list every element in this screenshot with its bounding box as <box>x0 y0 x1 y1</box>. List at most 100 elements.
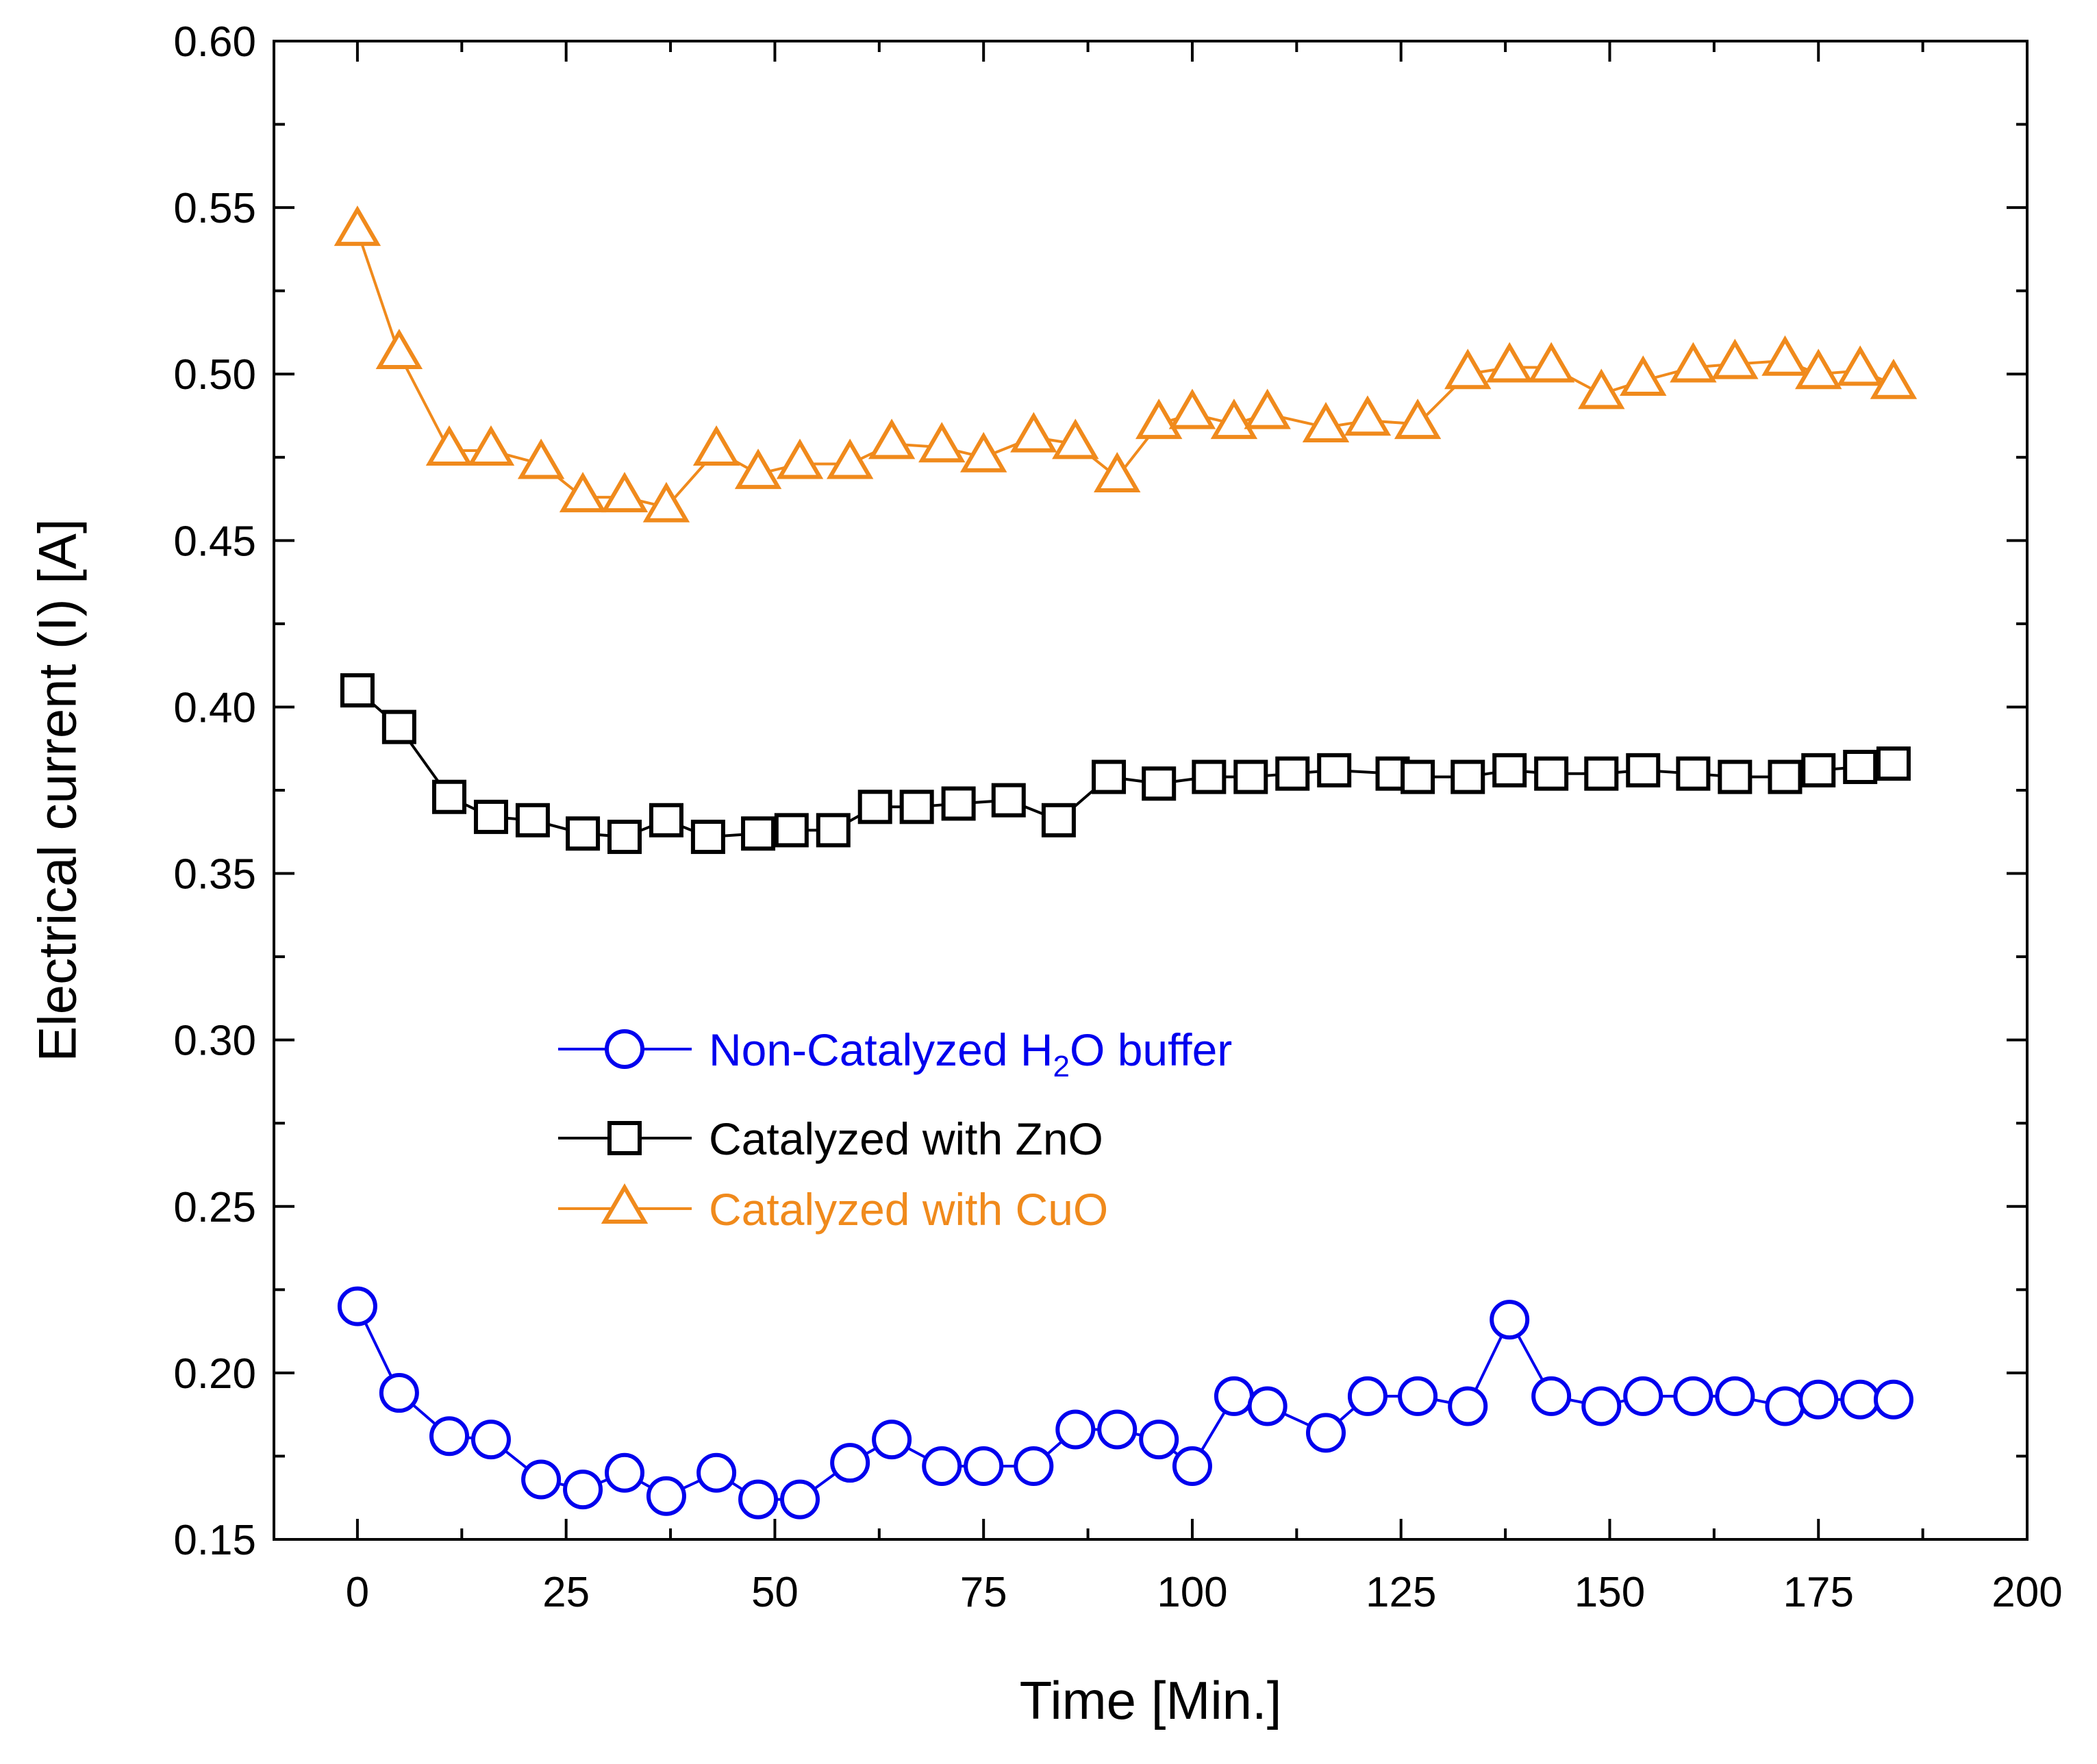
series-square <box>340 673 1911 855</box>
ticks-layer: 0 25 50 75 100 125 150 175 200 0.15 0.20 0.25 0.30 0.… <box>173 18 2062 1616</box>
data-point <box>1210 399 1258 440</box>
data-point <box>1623 1376 1663 1416</box>
data-point <box>1581 1386 1622 1426</box>
x-tick-label: 50 <box>751 1569 799 1616</box>
data-point <box>1010 412 1057 453</box>
data-point <box>1394 399 1442 440</box>
data-point <box>1233 759 1268 794</box>
data-point <box>1142 766 1177 801</box>
data-point <box>517 438 565 479</box>
legend-label: Non-Catalyzed H2O buffer <box>709 1024 1232 1083</box>
data-point <box>774 813 809 848</box>
data-point <box>379 1373 419 1413</box>
x-axis-title: Time [Min.] <box>1020 1670 1282 1730</box>
legend-label: Catalyzed with CuO <box>709 1184 1108 1235</box>
data-point <box>375 329 423 370</box>
data-point <box>1448 1386 1488 1426</box>
legend-marker <box>601 1183 649 1224</box>
data-point <box>1795 349 1842 390</box>
data-point <box>991 783 1026 818</box>
data-point <box>340 673 375 708</box>
data-point <box>1531 1376 1572 1416</box>
series-triangle <box>334 205 1918 522</box>
y-tick-label: 0.60 <box>173 18 256 66</box>
data-point <box>1765 1386 1805 1426</box>
data-point <box>1626 753 1661 788</box>
data-point <box>899 790 934 824</box>
data-point <box>738 1479 779 1520</box>
x-tick-label: 200 <box>1992 1569 2062 1616</box>
data-point <box>334 205 381 247</box>
data-point <box>563 1470 603 1510</box>
data-point <box>1673 1376 1713 1416</box>
data-point <box>1094 451 1141 492</box>
data-point <box>432 779 466 814</box>
data-point <box>1490 1300 1530 1340</box>
data-point <box>649 803 683 837</box>
data-point <box>1398 1376 1438 1416</box>
data-point <box>337 1286 377 1326</box>
data-point <box>734 449 782 490</box>
y-tick-label: 0.30 <box>173 1018 256 1065</box>
data-point <box>470 1420 511 1460</box>
data-point <box>696 1452 737 1493</box>
data-point <box>1870 358 1918 399</box>
data-point <box>1172 1446 1212 1487</box>
data-point <box>1097 1409 1138 1450</box>
y-tick-label: 0.45 <box>173 518 256 565</box>
data-point <box>922 1446 962 1487</box>
data-point <box>607 820 642 855</box>
data-point <box>1578 368 1625 410</box>
y-tick-label: 0.35 <box>173 851 256 898</box>
data-point <box>1527 342 1575 383</box>
data-point <box>566 816 601 851</box>
data-point <box>1676 756 1711 791</box>
y-tick-label: 0.50 <box>173 351 256 399</box>
data-point <box>601 472 649 513</box>
data-point <box>1247 1386 1288 1426</box>
data-point <box>646 1476 686 1516</box>
data-point <box>1444 349 1492 390</box>
x-tick-label: 125 <box>1366 1569 1436 1616</box>
x-tick-label: 75 <box>960 1569 1007 1616</box>
data-point <box>473 799 508 834</box>
data-point <box>515 803 550 837</box>
data-point <box>1092 759 1127 794</box>
y-tick-label: 0.55 <box>173 185 256 232</box>
data-point <box>1670 342 1717 383</box>
legend-entry: Catalyzed with CuO <box>558 1183 1108 1235</box>
data-point <box>918 422 966 463</box>
data-point <box>1492 753 1527 788</box>
data-point <box>1306 1413 1346 1453</box>
data-point <box>467 425 515 466</box>
x-tick-label: 175 <box>1783 1569 1854 1616</box>
data-point <box>826 438 874 479</box>
data-point <box>1836 345 1884 386</box>
legend-label: Catalyzed with ZnO <box>709 1113 1103 1164</box>
data-point <box>776 438 824 479</box>
y-axis-title: Electrical current (I) [A] <box>27 518 88 1061</box>
data-point <box>1620 355 1667 396</box>
data-point <box>816 813 851 848</box>
x-tick-label: 0 <box>346 1569 369 1616</box>
data-point <box>1139 1420 1179 1460</box>
data-point <box>521 1459 562 1500</box>
data-point <box>1843 749 1878 784</box>
data-point <box>1135 399 1183 440</box>
data-point <box>1014 1446 1054 1487</box>
x-tick-label: 100 <box>1157 1569 1227 1616</box>
data-point <box>1718 759 1753 794</box>
data-point <box>692 425 740 466</box>
data-point <box>1768 759 1803 794</box>
y-tick-label: 0.20 <box>173 1350 256 1398</box>
legend: Non-Catalyzed H2O buffer Catalyzed with Z… <box>558 1024 1232 1235</box>
data-point <box>425 425 473 466</box>
data-point <box>1275 756 1310 791</box>
data-point <box>1711 338 1759 379</box>
legend-entry: Non-Catalyzed H2O buffer <box>558 1024 1232 1083</box>
data-point <box>780 1479 820 1520</box>
data-point <box>1244 388 1291 429</box>
series-layer <box>334 205 1918 1520</box>
data-point <box>1798 1379 1839 1420</box>
